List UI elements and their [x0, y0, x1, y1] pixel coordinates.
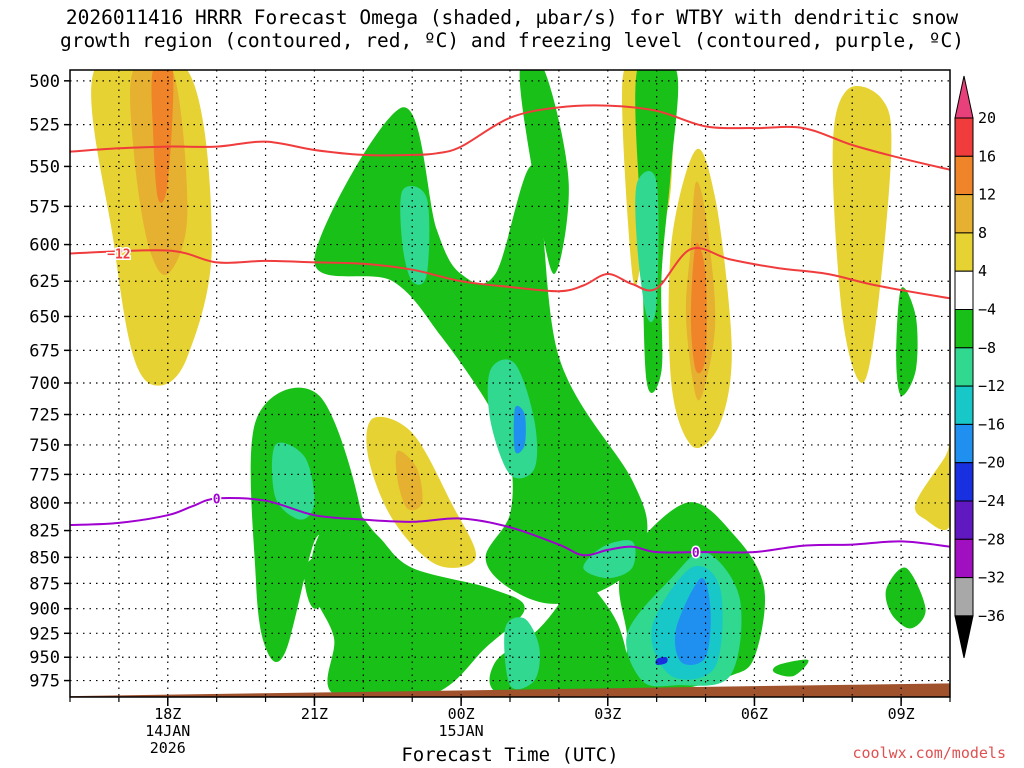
omega-region-23 — [271, 442, 315, 520]
y-axis: 500 525 550 575 600 625 650 675 700 725 750 775 800 8… — [29, 72, 70, 692]
colorbar-label-0: 20 — [978, 109, 996, 127]
y-tick-label-950: 950 — [29, 648, 60, 668]
colorbar-label-6: −8 — [978, 339, 996, 357]
omega-region-31 — [674, 577, 711, 665]
colorbar: 20 16 12 8 4 −4 −8 −12 −16 −20 −24 −28 −32 −36 — [954, 75, 1005, 659]
x-tick-label-5-0: 21Z — [301, 705, 328, 723]
x-tick-label-8-1: 15JAN — [439, 722, 484, 740]
colorbar-box-9 — [954, 462, 974, 502]
y-tick-label-975: 975 — [29, 672, 60, 692]
colorbar-label-2: 12 — [978, 186, 996, 204]
colorbar-label-13: −36 — [978, 607, 1005, 625]
x-tick-label-14-0: 06Z — [741, 705, 768, 723]
omega-region-25 — [487, 359, 538, 479]
omega-region-14 — [519, 70, 569, 274]
omega-region-28 — [504, 617, 540, 690]
colorbar-box-1 — [954, 155, 974, 196]
y-tick-label-925: 925 — [29, 624, 60, 644]
contour-lines: −12 0 0 — [70, 104, 950, 563]
y-tick-label-775: 775 — [29, 465, 60, 485]
omega-shading — [91, 70, 950, 697]
colorbar-box-3 — [954, 232, 974, 272]
x-tick-label-17-0: 09Z — [888, 705, 915, 723]
omega-region-18 — [311, 502, 525, 697]
colorbar-label-3: 8 — [978, 224, 987, 242]
colorbar-label-1: 16 — [978, 147, 996, 165]
colorbar-box-12 — [954, 577, 974, 617]
dendritic-upper-contour — [70, 104, 950, 171]
colorbar-label-12: −32 — [978, 569, 1005, 587]
omega-region-5 — [832, 86, 892, 383]
colorbar-label-4: 4 — [978, 262, 987, 280]
freezing-level-contour — [70, 496, 950, 557]
x-tick-label-8-0: 00Z — [448, 705, 475, 723]
colorbar-box-7 — [954, 385, 974, 425]
omega-region-26 — [635, 170, 659, 323]
title-line-1: 2026011416 HRRR Forecast Omega (shaded, … — [65, 6, 959, 29]
omega-region-8 — [690, 243, 707, 374]
chart-title: 2026011416 HRRR Forecast Omega (shaded, … — [0, 6, 1024, 52]
colorbar-box-6 — [954, 347, 974, 387]
x-tick-label-2-2: 2026 — [150, 739, 186, 757]
y-tick-label-675: 675 — [29, 341, 60, 361]
colorbar-label-8: −16 — [978, 415, 1005, 433]
colorbar-label-11: −28 — [978, 530, 1005, 548]
omega-region-21 — [885, 567, 926, 629]
x-tick-label-2-1: 14JAN — [145, 722, 190, 740]
y-tick-label-650: 650 — [29, 307, 60, 327]
colorbar-label-9: −20 — [978, 454, 1005, 472]
x-axis-label: Forecast Time (UTC) — [401, 744, 619, 766]
grid-lines — [70, 70, 950, 697]
colorbar-bottom-arrow — [954, 615, 974, 659]
y-tick-label-750: 750 — [29, 436, 60, 456]
y-tick-label-500: 500 — [29, 72, 60, 92]
y-tick-label-900: 900 — [29, 600, 60, 620]
y-tick-label-850: 850 — [29, 548, 60, 568]
y-tick-label-600: 600 — [29, 236, 60, 256]
y-tick-label-725: 725 — [29, 406, 60, 426]
colorbar-label-10: −24 — [978, 492, 1005, 510]
omega-region-13 — [314, 107, 648, 604]
freezing-label-a: 0 — [213, 492, 221, 507]
omega-region-10 — [395, 450, 423, 511]
y-tick-label-625: 625 — [29, 272, 60, 292]
omega-region-11 — [915, 440, 950, 530]
x-tick-label-2-0: 18Z — [154, 705, 181, 723]
omega-region-32 — [513, 405, 526, 454]
y-tick-label-700: 700 — [29, 374, 60, 394]
x-tick-label-11-0: 03Z — [594, 705, 621, 723]
colorbar-label-7: −12 — [978, 377, 1005, 395]
omega-region-27 — [583, 540, 636, 579]
omega-region-22 — [772, 659, 809, 677]
omega-region-33 — [655, 657, 668, 665]
y-tick-label-875: 875 — [29, 574, 60, 594]
omega-region-24 — [400, 186, 430, 285]
dendritic-m12-contour — [70, 247, 950, 300]
terrain — [70, 683, 950, 697]
colorbar-box-10 — [954, 500, 974, 540]
y-tick-label-825: 825 — [29, 522, 60, 542]
colorbar-box-2 — [954, 194, 974, 234]
colorbar-box-4 — [954, 270, 974, 311]
y-tick-label-800: 800 — [29, 494, 60, 514]
colorbar-label-5: −4 — [978, 301, 996, 319]
y-tick-label-550: 550 — [29, 157, 60, 177]
title-line-2: growth region (contoured, red, ºC) and f… — [60, 29, 964, 52]
colorbar-box-5 — [954, 309, 974, 349]
omega-region-16 — [896, 287, 918, 396]
colorbar-box-0 — [954, 117, 974, 157]
y-tick-label-575: 575 — [29, 197, 60, 217]
y-tick-label-525: 525 — [29, 116, 60, 136]
freezing-label-b: 0 — [692, 546, 700, 561]
colorbar-top-arrow — [954, 75, 974, 119]
colorbar-box-11 — [954, 538, 974, 579]
dendritic-m12-label: −12 — [107, 248, 130, 263]
terrain-fill — [70, 683, 950, 697]
credit-link[interactable]: coolwx.com/models — [852, 744, 1006, 762]
colorbar-box-8 — [954, 423, 974, 464]
